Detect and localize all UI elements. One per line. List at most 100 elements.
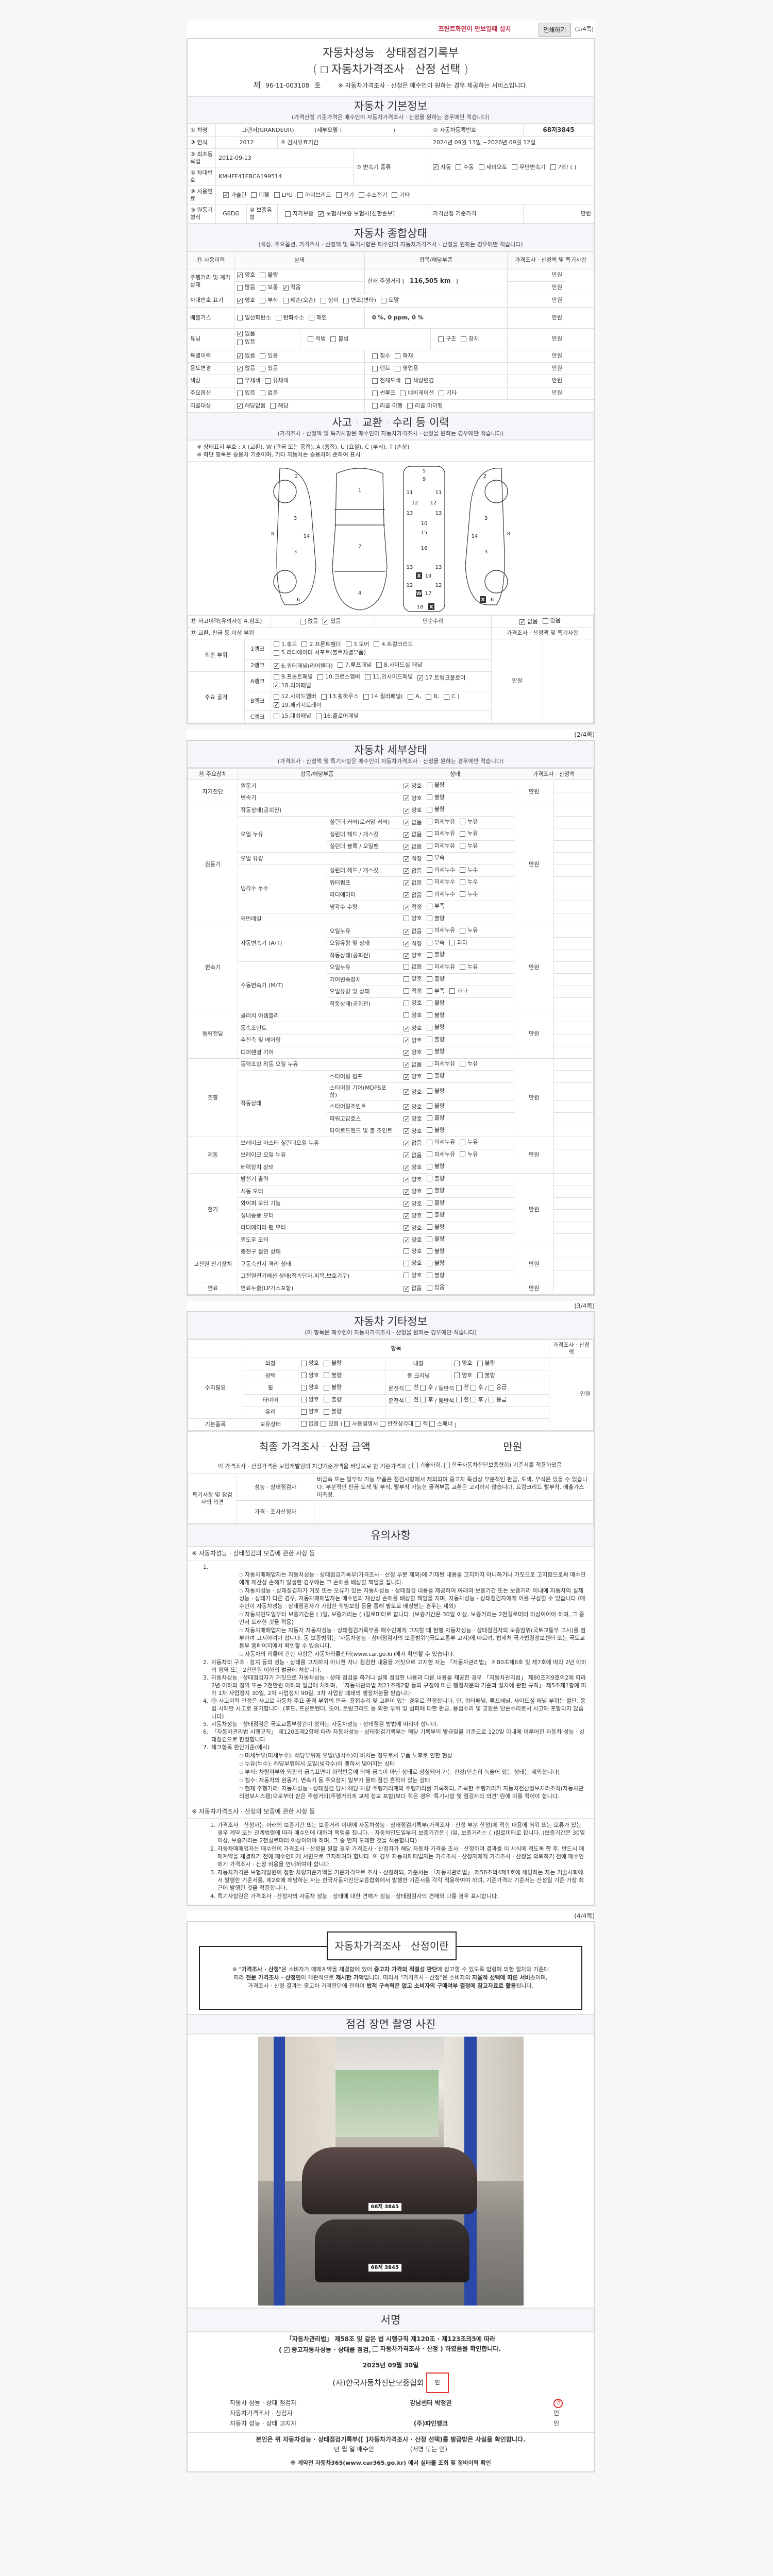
checkbox-unchecked[interactable] bbox=[315, 713, 322, 719]
checkbox-unchecked[interactable] bbox=[282, 297, 289, 303]
checkbox-checked[interactable]: ✓ bbox=[404, 1025, 410, 1032]
checkbox-unchecked[interactable] bbox=[460, 927, 466, 934]
checkbox-unchecked[interactable] bbox=[426, 891, 432, 897]
checkbox-checked[interactable]: ✓ bbox=[519, 618, 526, 625]
checkbox-checked[interactable]: ✓ bbox=[404, 1152, 410, 1159]
checkbox-unchecked[interactable] bbox=[404, 1273, 410, 1279]
checkbox-checked[interactable]: ✓ bbox=[283, 2347, 290, 2354]
checkbox-checked[interactable]: ✓ bbox=[404, 1200, 410, 1208]
checkbox-unchecked[interactable] bbox=[270, 403, 276, 409]
checkbox-checked[interactable]: ✓ bbox=[404, 1049, 410, 1056]
print-button[interactable]: 인쇄하기 bbox=[539, 22, 571, 37]
checkbox-unchecked[interactable] bbox=[426, 1139, 432, 1145]
checkbox-unchecked[interactable] bbox=[260, 272, 266, 278]
checkbox-unchecked[interactable] bbox=[343, 297, 349, 303]
checkbox-unchecked[interactable] bbox=[426, 940, 432, 946]
checkbox-unchecked[interactable] bbox=[426, 1103, 432, 1109]
checkbox-unchecked[interactable] bbox=[511, 164, 517, 171]
checkbox-unchecked[interactable] bbox=[321, 693, 327, 700]
checkbox-checked[interactable]: ✓ bbox=[237, 365, 243, 372]
checkbox-unchecked[interactable] bbox=[407, 403, 413, 409]
checkbox-unchecked[interactable] bbox=[404, 1012, 410, 1019]
checkbox-unchecked[interactable] bbox=[454, 1360, 460, 1366]
checkbox-unchecked[interactable] bbox=[477, 1360, 483, 1366]
checkbox-unchecked[interactable] bbox=[426, 1260, 432, 1266]
checkbox-unchecked[interactable] bbox=[273, 641, 279, 648]
checkbox-checked[interactable]: ✓ bbox=[404, 783, 410, 790]
checkbox-unchecked[interactable] bbox=[426, 1000, 432, 1006]
checkbox-unchecked[interactable] bbox=[323, 1397, 329, 1403]
checkbox-unchecked[interactable] bbox=[408, 693, 414, 700]
checkbox-unchecked[interactable] bbox=[330, 336, 337, 342]
checkbox-unchecked[interactable] bbox=[489, 1384, 495, 1391]
checkbox-unchecked[interactable] bbox=[400, 390, 406, 396]
checkbox-checked[interactable]: ✓ bbox=[404, 928, 410, 935]
checkbox-unchecked[interactable] bbox=[237, 390, 243, 396]
checkbox-unchecked[interactable] bbox=[273, 674, 279, 680]
checkbox-unchecked[interactable] bbox=[460, 879, 466, 885]
checkbox-unchecked[interactable] bbox=[477, 1372, 483, 1379]
checkbox-unchecked[interactable] bbox=[426, 1048, 432, 1055]
checkbox-unchecked[interactable] bbox=[372, 390, 378, 396]
checkbox-unchecked[interactable] bbox=[426, 879, 432, 885]
checkbox-unchecked[interactable] bbox=[426, 806, 432, 812]
checkbox-checked[interactable]: ✓ bbox=[404, 807, 410, 814]
checkbox-checked[interactable]: ✓ bbox=[237, 330, 243, 337]
checkbox-unchecked[interactable] bbox=[444, 1462, 450, 1468]
checkbox-unchecked[interactable] bbox=[364, 674, 371, 680]
checkbox-unchecked[interactable] bbox=[426, 1236, 432, 1242]
checkbox-unchecked[interactable] bbox=[260, 353, 266, 359]
checkbox-unchecked[interactable] bbox=[299, 618, 306, 624]
checkbox-unchecked[interactable] bbox=[426, 1224, 432, 1230]
checkbox-checked[interactable]: ✓ bbox=[404, 952, 410, 959]
checkbox-unchecked[interactable] bbox=[426, 1037, 432, 1043]
checkbox-unchecked[interactable] bbox=[300, 1384, 307, 1391]
checkbox-unchecked[interactable] bbox=[426, 903, 432, 909]
checkbox-checked[interactable]: ✓ bbox=[237, 272, 243, 279]
checkbox-unchecked[interactable] bbox=[297, 192, 303, 198]
checkbox-unchecked[interactable] bbox=[372, 2346, 378, 2352]
checkbox-unchecked[interactable] bbox=[470, 1384, 476, 1391]
checkbox-unchecked[interactable] bbox=[285, 211, 291, 217]
checkbox-unchecked[interactable] bbox=[426, 855, 432, 861]
checkbox-unchecked[interactable] bbox=[260, 284, 266, 291]
checkbox-unchecked[interactable] bbox=[273, 693, 279, 700]
checkbox-unchecked[interactable] bbox=[372, 353, 378, 359]
checkbox-unchecked[interactable] bbox=[344, 1421, 350, 1427]
checkbox-checked[interactable]: ✓ bbox=[237, 402, 243, 410]
checkbox-checked[interactable]: ✓ bbox=[404, 1061, 410, 1069]
checkbox-checked[interactable]: ✓ bbox=[282, 284, 289, 291]
checkbox-unchecked[interactable] bbox=[323, 1360, 329, 1366]
checkbox-unchecked[interactable] bbox=[426, 693, 432, 700]
checkbox-checked[interactable]: ✓ bbox=[404, 940, 410, 947]
checkbox-unchecked[interactable] bbox=[429, 1421, 435, 1427]
checkbox-checked[interactable]: ✓ bbox=[404, 1285, 410, 1292]
checkbox-unchecked[interactable] bbox=[300, 1397, 307, 1403]
checkbox-checked[interactable]: ✓ bbox=[404, 879, 410, 887]
checkbox-unchecked[interactable] bbox=[420, 1397, 426, 1403]
checkbox-unchecked[interactable] bbox=[320, 1421, 326, 1427]
checkbox-unchecked[interactable] bbox=[274, 192, 280, 198]
checkbox-checked[interactable]: ✓ bbox=[433, 164, 439, 171]
checkbox-checked[interactable]: ✓ bbox=[404, 1164, 410, 1171]
checkbox-unchecked[interactable] bbox=[404, 1248, 410, 1255]
checkbox-unchecked[interactable] bbox=[426, 1188, 432, 1194]
checkbox-checked[interactable]: ✓ bbox=[417, 674, 424, 682]
checkbox-checked[interactable]: ✓ bbox=[404, 819, 410, 826]
checkbox-unchecked[interactable] bbox=[317, 674, 323, 680]
checkbox-unchecked[interactable] bbox=[309, 315, 315, 321]
checkbox-unchecked[interactable] bbox=[372, 378, 378, 384]
checkbox-checked[interactable]: ✓ bbox=[404, 1212, 410, 1219]
checkbox-unchecked[interactable] bbox=[260, 390, 266, 396]
checkbox-unchecked[interactable] bbox=[454, 1372, 460, 1379]
checkbox-checked[interactable]: ✓ bbox=[404, 1115, 410, 1123]
checkbox-unchecked[interactable] bbox=[404, 1260, 410, 1266]
checkbox-unchecked[interactable] bbox=[412, 1462, 418, 1468]
checkbox-checked[interactable]: ✓ bbox=[273, 702, 279, 709]
checkbox-unchecked[interactable] bbox=[426, 819, 432, 825]
checkbox-unchecked[interactable] bbox=[460, 891, 466, 897]
checkbox-unchecked[interactable] bbox=[237, 284, 243, 291]
checkbox-unchecked[interactable] bbox=[426, 843, 432, 849]
checkbox-unchecked[interactable] bbox=[426, 1176, 432, 1182]
checkbox-unchecked[interactable] bbox=[460, 1139, 466, 1145]
